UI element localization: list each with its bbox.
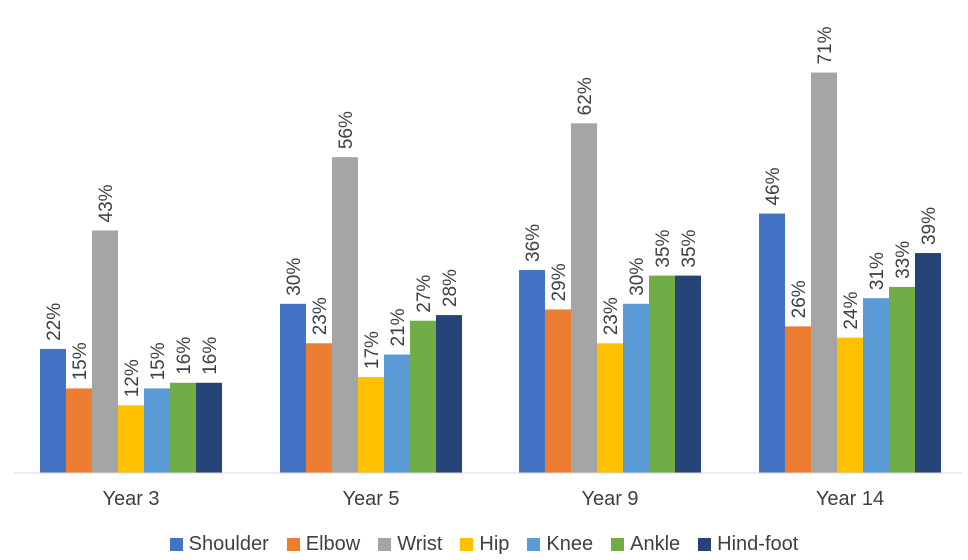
data-label: 22% — [44, 303, 65, 341]
data-label: 35% — [653, 229, 674, 267]
bar-wrist-year-5 — [332, 157, 358, 473]
bar-elbow-year-9 — [545, 309, 571, 473]
x-tick-label: Year 5 — [342, 488, 399, 510]
x-tick-label: Year 14 — [816, 488, 884, 510]
bar-shoulder-year-3 — [40, 348, 66, 473]
bar-wrist-year-9 — [571, 123, 597, 473]
legend-label: Shoulder — [188, 532, 269, 555]
legend-item: Shoulder — [169, 532, 269, 556]
legend-swatch — [698, 537, 712, 551]
x-tick-label: Year 3 — [102, 488, 159, 510]
x-tick-labels: Year 3 Year 5 Year 9 Year 14 — [102, 488, 884, 510]
bar-hind-foot-year-3 — [196, 382, 222, 473]
legend-item: Hind-foot — [698, 533, 798, 556]
bar-hip-year-3 — [118, 405, 144, 473]
data-label: 28% — [440, 269, 461, 307]
legend-item: Ankle — [611, 533, 680, 556]
data-label: 21% — [388, 308, 409, 346]
legend-item: Hip — [460, 533, 509, 556]
bar-shoulder-year-5 — [280, 303, 306, 473]
legend-label: Ankle — [630, 532, 681, 555]
legend-item: Wrist — [378, 533, 442, 556]
legend-item: Knee — [527, 533, 593, 556]
bar-hip-year-14 — [837, 337, 863, 473]
data-label: 23% — [601, 297, 622, 335]
legend-label: Elbow — [305, 532, 361, 555]
data-label: 30% — [284, 258, 305, 296]
data-label: 16% — [200, 337, 221, 375]
data-label: 31% — [867, 252, 888, 290]
data-label: 62% — [575, 77, 596, 115]
data-label: 71% — [815, 26, 836, 64]
legend-label: Hind-foot — [717, 532, 799, 555]
x-tick-label: Year 9 — [581, 488, 638, 510]
data-label: 16% — [174, 337, 195, 375]
data-label: 17% — [362, 331, 383, 369]
legend-swatch — [286, 537, 300, 551]
bars-layer — [40, 72, 941, 473]
bar-hind-foot-year-5 — [436, 315, 462, 473]
data-label: 56% — [336, 111, 357, 149]
bar-knee-year-14 — [863, 298, 889, 473]
data-label: 29% — [549, 263, 570, 301]
bar-elbow-year-14 — [785, 326, 811, 473]
bar-elbow-year-5 — [306, 343, 332, 473]
bar-knee-year-9 — [623, 303, 649, 473]
legend-label: Hip — [479, 532, 510, 555]
bar-knee-year-5 — [384, 354, 410, 473]
bar-ankle-year-5 — [410, 320, 436, 473]
data-label: 15% — [148, 342, 169, 380]
legend-swatch — [169, 537, 183, 551]
data-label: 27% — [414, 275, 435, 313]
legend-swatch — [527, 537, 541, 551]
data-label: 23% — [310, 297, 331, 335]
bar-ankle-year-3 — [170, 382, 196, 473]
bar-ankle-year-9 — [649, 275, 675, 473]
data-label: 26% — [789, 280, 810, 318]
bar-hip-year-5 — [358, 377, 384, 473]
bar-shoulder-year-14 — [759, 213, 785, 473]
legend: Shoulder Elbow Wrist Hip Knee Ankle Hind-foot — [0, 533, 968, 555]
bar-knee-year-3 — [144, 388, 170, 473]
bar-wrist-year-3 — [92, 230, 118, 473]
legend-swatch — [460, 537, 474, 551]
data-label: 36% — [523, 224, 544, 262]
bar-ankle-year-14 — [889, 286, 915, 473]
data-label: 33% — [893, 241, 914, 279]
bar-hip-year-9 — [597, 343, 623, 473]
bar-hind-foot-year-9 — [675, 275, 701, 473]
data-label: 39% — [919, 207, 940, 245]
data-label: 30% — [627, 258, 648, 296]
data-labels-layer: 22%15%43%12% 15% 16% 16%30%23%56%17%21%27% 2… — [44, 26, 940, 397]
data-label: 12% — [122, 359, 143, 397]
data-label: 15% — [70, 342, 91, 380]
data-label: 46% — [763, 167, 784, 205]
bar-hind-foot-year-14 — [915, 253, 941, 473]
data-label: 24% — [841, 292, 862, 330]
bar-shoulder-year-9 — [519, 269, 545, 473]
data-label: 35% — [679, 229, 700, 267]
legend-label: Knee — [546, 532, 594, 555]
legend-item: Elbow — [286, 532, 361, 556]
legend-swatch — [611, 537, 625, 551]
legend-swatch — [378, 537, 392, 551]
bar-wrist-year-14 — [811, 72, 837, 473]
bar-elbow-year-3 — [66, 388, 92, 473]
legend-label: Wrist — [397, 532, 443, 555]
data-label: 43% — [96, 184, 117, 222]
